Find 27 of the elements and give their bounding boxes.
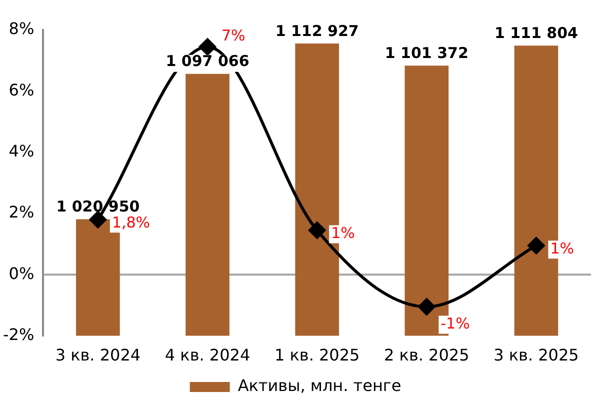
data-label: 1,8% xyxy=(112,213,150,232)
y-tick-label: 6% xyxy=(8,80,34,100)
x-tick-label: 3 кв. 2024 xyxy=(55,346,141,365)
data-label: -1% xyxy=(440,314,470,333)
x-tick-label: 2 кв. 2025 xyxy=(384,346,470,365)
data-label: 1 101 372 xyxy=(384,44,468,62)
legend-label: Активы, млн. тенге xyxy=(238,376,402,396)
data-label: 1% xyxy=(331,224,355,242)
data-label: 1 112 927 xyxy=(275,22,359,40)
point xyxy=(308,222,326,239)
data-label: 1% xyxy=(550,239,574,258)
y-tick-label: 4% xyxy=(8,141,34,160)
data-label: 1 020 950 xyxy=(56,198,140,216)
y-tick-label: 2% xyxy=(8,202,34,222)
x-tick-label: 4 кв. 2024 xyxy=(164,346,250,365)
point xyxy=(89,211,106,228)
x-tick-label: 1 кв. 2025 xyxy=(274,346,360,365)
point xyxy=(528,237,545,254)
point xyxy=(418,298,436,316)
y-tick-label: 8% xyxy=(8,19,34,38)
point xyxy=(199,38,216,56)
data-label: 7% xyxy=(222,26,246,45)
y-tick-label: 0% xyxy=(8,264,34,283)
y-tick-label: -2% xyxy=(3,324,34,344)
data-label: 1 097 066 xyxy=(166,52,250,70)
data-label: 1 111 804 xyxy=(494,24,578,42)
x-tick-label: 3 кв. 2025 xyxy=(494,346,579,365)
